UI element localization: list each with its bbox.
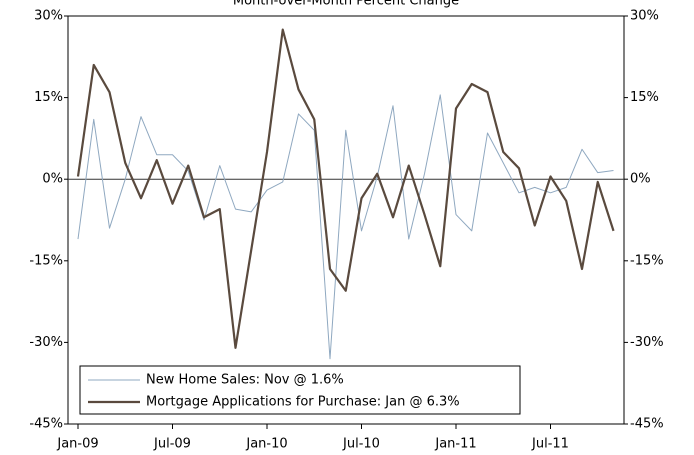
legend-box: [79, 365, 521, 415]
series-line: [76, 28, 615, 349]
y2-tick-label: -45%: [630, 417, 664, 432]
legend-label: New Home Sales: Nov @ 1.6%: [146, 373, 344, 388]
y2-tick-label: -15%: [630, 253, 664, 268]
y2-tick-label: 0%: [630, 172, 651, 187]
y-tick-label: 0%: [42, 172, 63, 187]
y-tick-label: -15%: [29, 253, 63, 268]
x-tick-label: Jan-09: [56, 437, 98, 452]
y-tick-label: -30%: [29, 335, 63, 350]
x-tick-label: Jan-10: [245, 437, 287, 452]
chart-title: Month-over-Month Percent Change: [233, 0, 459, 9]
x-tick-label: Jul-10: [342, 437, 380, 452]
x-tick-label: Jan-11: [434, 437, 476, 452]
y2-tick-label: -30%: [630, 335, 664, 350]
series-line: [77, 94, 614, 360]
y2-tick-label: 30%: [630, 9, 659, 24]
x-tick-label: Jul-11: [531, 437, 569, 452]
y2-tick-label: 15%: [630, 90, 659, 105]
plot-frame: [67, 15, 625, 425]
legend-label: Mortgage Applications for Purchase: Jan …: [146, 395, 460, 410]
y-tick-label: -45%: [29, 417, 63, 432]
y-tick-label: 30%: [34, 9, 63, 24]
x-tick-label: Jul-09: [153, 437, 191, 452]
y-tick-label: 15%: [34, 90, 63, 105]
